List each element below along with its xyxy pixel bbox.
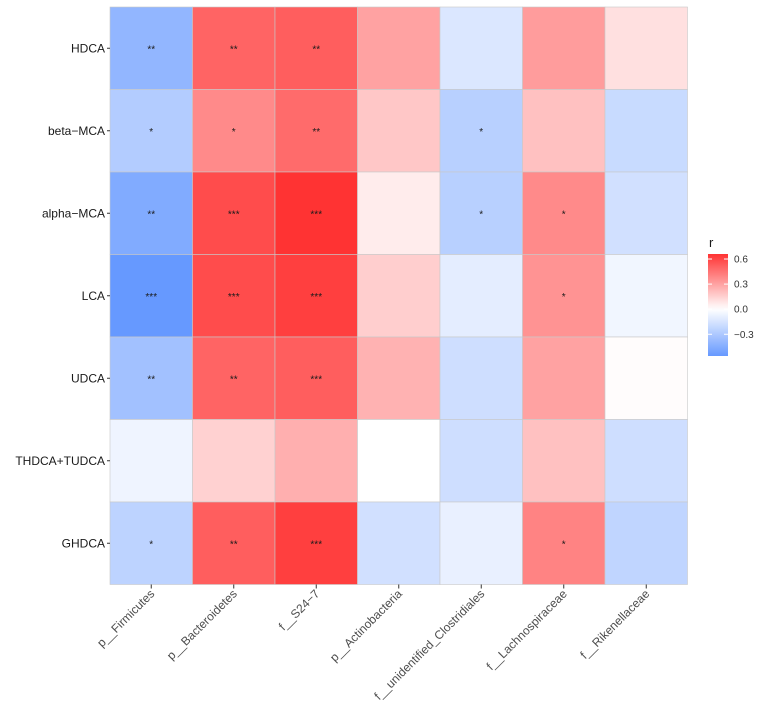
heatmap-cell <box>192 336 276 420</box>
heatmap-cell <box>439 501 523 585</box>
heatmap-cell <box>274 6 358 90</box>
significance-label: ** <box>147 374 155 385</box>
y-tick-label: HDCA <box>71 41 105 55</box>
heatmap-cell <box>192 6 276 90</box>
y-tick-label: beta−MCA <box>48 124 105 138</box>
heatmap-cell <box>274 254 358 338</box>
significance-label: ** <box>147 44 155 55</box>
heatmap-cell <box>604 6 688 90</box>
significance-label: ** <box>312 127 320 138</box>
x-tick-label: f__Lachnospiraceae <box>484 586 571 673</box>
significance-label: *** <box>310 292 322 303</box>
significance-label: ** <box>312 44 320 55</box>
x-tick-label: f__S24−7 <box>276 586 323 633</box>
heatmap-cell <box>109 419 193 503</box>
heatmap-cell <box>109 89 193 173</box>
heatmap-cell <box>357 254 441 338</box>
x-axis: p__Firmicutes p__Bacteroidetes f__S24−7 p__… <box>94 584 653 703</box>
x-tick-label: p__Actinobacteria <box>327 587 405 665</box>
color-legend: r 0.6 0.3 0.0 −0.3 <box>708 235 754 356</box>
significance-label: * <box>149 127 153 138</box>
y-tick-label: LCA <box>82 289 105 303</box>
heatmap-cell <box>357 171 441 255</box>
heatmap-cell <box>522 6 606 90</box>
y-tick-label: GHDCA <box>62 536 105 550</box>
significance-label: * <box>479 127 483 138</box>
heatmap-cell <box>109 254 193 338</box>
heatmap-cell <box>274 336 358 420</box>
y-tick-label: UDCA <box>71 371 105 385</box>
heatmap-cell <box>109 501 193 585</box>
heatmap-cell <box>604 419 688 503</box>
heatmap-cell <box>522 336 606 420</box>
heatmap-cell <box>192 419 276 503</box>
heatmap-cell <box>522 254 606 338</box>
heatmap-cell <box>109 336 193 420</box>
significance-label: * <box>562 292 566 303</box>
significance-label: ** <box>230 44 238 55</box>
heatmap-cell <box>192 254 276 338</box>
heatmap-cell <box>439 336 523 420</box>
heatmap-cell <box>604 254 688 338</box>
legend-colorbar <box>708 254 728 356</box>
heatmap-cell <box>357 501 441 585</box>
significance-label: * <box>562 209 566 220</box>
heatmap-cell <box>357 6 441 90</box>
heatmap-cell <box>274 501 358 585</box>
significance-label: ** <box>147 209 155 220</box>
significance-label: *** <box>310 374 322 385</box>
significance-label: * <box>562 539 566 550</box>
heatmap-cell <box>522 89 606 173</box>
heatmap-cells <box>109 6 688 585</box>
legend-tick-label: 0.0 <box>734 305 748 316</box>
x-tick-label: p__Firmicutes <box>94 587 157 650</box>
heatmap-cell <box>604 171 688 255</box>
legend-tick-label: 0.6 <box>734 255 748 266</box>
y-axis: HDCA beta−MCA alpha−MCA LCA UDCA THDCA+TUDCA G… <box>15 41 110 550</box>
heatmap-cell <box>357 419 441 503</box>
heatmap-cell <box>274 89 358 173</box>
significance-label: *** <box>310 209 322 220</box>
significance-labels: ** ** *** * ** *** *** *** * **** *** *** *** ** **** *… <box>145 44 565 550</box>
significance-label: ** <box>230 374 238 385</box>
heatmap-cell <box>109 6 193 90</box>
significance-label: ** <box>230 539 238 550</box>
x-tick-label: f__Rikenellaceae <box>577 586 652 661</box>
significance-label: * <box>232 127 236 138</box>
significance-label: *** <box>145 292 157 303</box>
heatmap-cell <box>522 171 606 255</box>
legend-ticks: 0.6 0.3 0.0 −0.3 <box>708 255 754 341</box>
legend-tick-label: 0.3 <box>734 280 748 291</box>
heatmap-cell <box>274 419 358 503</box>
heatmap-cell <box>439 419 523 503</box>
heatmap-cell <box>357 336 441 420</box>
heatmap-cell <box>192 501 276 585</box>
heatmap-cell <box>604 336 688 420</box>
significance-label: *** <box>310 539 322 550</box>
significance-label: * <box>149 539 153 550</box>
heatmap-cell <box>109 171 193 255</box>
significance-label: *** <box>228 292 240 303</box>
heatmap-cell <box>522 501 606 585</box>
heatmap-cell <box>604 89 688 173</box>
legend-tick-label: −0.3 <box>734 330 754 341</box>
y-tick-label: alpha−MCA <box>42 206 105 220</box>
heatmap-cell <box>604 501 688 585</box>
heatmap-cell <box>439 254 523 338</box>
heatmap-cell <box>192 89 276 173</box>
y-tick-label: THDCA+TUDCA <box>15 454 105 468</box>
heatmap-cell <box>274 171 358 255</box>
significance-label: *** <box>228 209 240 220</box>
heatmap-cell <box>439 6 523 90</box>
heatmap-cell <box>522 419 606 503</box>
legend-title: r <box>709 235 714 250</box>
significance-label: * <box>479 209 483 220</box>
x-tick-label: p__Bacteroidetes <box>164 587 240 663</box>
heatmap-cell <box>357 89 441 173</box>
